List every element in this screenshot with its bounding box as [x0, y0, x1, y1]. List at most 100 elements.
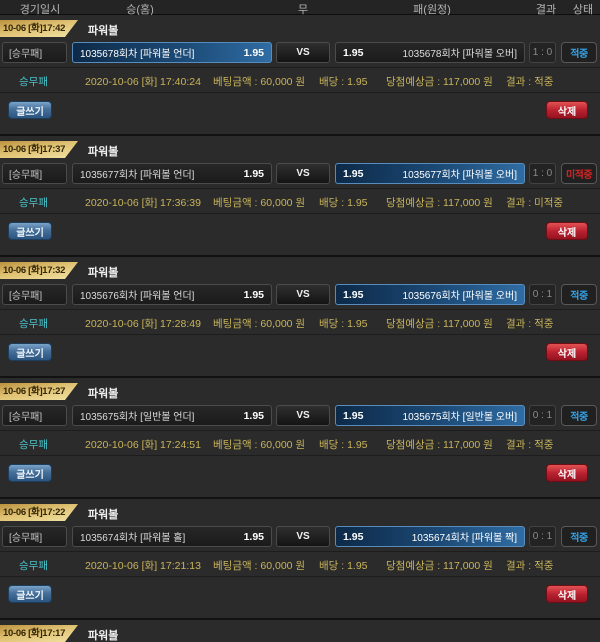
info-expected-win: 당첨예상금 : 117,000 원 — [386, 439, 493, 451]
game-name-label: 파워볼 — [88, 509, 119, 521]
bet-type-box: [승무패] — [2, 526, 67, 547]
home-team-name: 1035678회차 [파워볼 언더] — [80, 49, 195, 60]
write-post-button[interactable]: 글쓰기 — [8, 101, 52, 119]
home-team-name: 1035675회차 [일반볼 언더] — [80, 412, 195, 423]
away-team-box[interactable]: 1.95 1035677회차 [파워볼 오버] — [335, 163, 525, 184]
score-box: 0 : 1 — [529, 284, 556, 305]
bet-info-band: 승무패 2020-10-06 [화] 17:28:49 베팅금액 : 60,00… — [0, 309, 600, 335]
info-odds: 배당 : 1.95 — [319, 197, 368, 209]
home-team-box[interactable]: 1035677회차 [파워볼 언더] 1.95 — [72, 163, 272, 184]
header-col-status: 상태 — [572, 4, 594, 16]
bet-info-band: 승무패 2020-10-06 [화] 17:40:24 베팅금액 : 60,00… — [0, 67, 600, 93]
away-team-box[interactable]: 1.95 1035674회차 [파워볼 짝] — [335, 526, 525, 547]
game-name-label: 파워볼 — [88, 25, 119, 37]
info-expected-win: 당첨예상금 : 117,000 원 — [386, 560, 493, 572]
away-team-name: 1035677회차 [파워볼 오버] — [402, 170, 517, 181]
info-odds: 배당 : 1.95 — [319, 318, 368, 330]
away-team-name: 1035674회차 [파워볼 짝] — [411, 533, 517, 544]
info-expected-win: 당첨예상금 : 117,000 원 — [386, 76, 493, 88]
date-ribbon: 10-06 [화]17:27 — [0, 383, 78, 400]
score-box: 1 : 0 — [529, 42, 556, 63]
home-team-box[interactable]: 1035675회차 [일반볼 언더] 1.95 — [72, 405, 272, 426]
vs-box: VS — [276, 42, 330, 63]
info-odds: 배당 : 1.95 — [319, 560, 368, 572]
game-name-label: 파워볼 — [88, 388, 119, 400]
bet-entry: 10-06 [화]17:42 파워볼 [승무패] 1035678회차 [파워볼 … — [0, 15, 600, 136]
info-expected-win: 당첨예상금 : 117,000 원 — [386, 197, 493, 209]
score-box: 0 : 1 — [529, 526, 556, 547]
home-team-box[interactable]: 1035676회차 [파워볼 언더] 1.95 — [72, 284, 272, 305]
info-datetime: 2020-10-06 [화] 17:21:13 — [85, 560, 201, 572]
info-bet-type: 승무패 — [19, 560, 48, 572]
home-team-name: 1035677회차 [파워볼 언더] — [80, 170, 195, 181]
home-team-box[interactable]: 1035674회차 [파워볼 홀] 1.95 — [72, 526, 272, 547]
vs-box: VS — [276, 405, 330, 426]
bet-info-band: 승무패 2020-10-06 [화] 17:21:13 베팅금액 : 60,00… — [0, 551, 600, 577]
status-badge: 적중 — [561, 526, 597, 547]
match-row: [승무패] 1035676회차 [파워볼 언더] 1.95 VS 1.95 10… — [2, 284, 597, 305]
delete-button[interactable]: 삭제 — [546, 585, 588, 603]
status-badge: 적중 — [561, 284, 597, 305]
bet-type-box: [승무패] — [2, 405, 67, 426]
match-row: [승무패] 1035678회차 [파워볼 언더] 1.95 VS 1.95 10… — [2, 42, 597, 63]
date-ribbon: 10-06 [화]17:22 — [0, 504, 78, 521]
table-header: 경기일시 승(홈) 무 패(원정) 결과 상태 — [0, 0, 600, 16]
delete-button[interactable]: 삭제 — [546, 464, 588, 482]
match-row: [승무패] 1035674회차 [파워볼 홀] 1.95 VS 1.95 103… — [2, 526, 597, 547]
bet-entry: 10-06 [화]17:37 파워볼 [승무패] 1035677회차 [파워볼 … — [0, 136, 600, 257]
date-ribbon: 10-06 [화]17:37 — [0, 141, 78, 158]
header-col-datetime: 경기일시 — [19, 4, 61, 16]
info-bet-type: 승무패 — [19, 439, 48, 451]
away-odds: 1.95 — [343, 167, 364, 180]
info-result: 결과 : 적중 — [506, 318, 554, 330]
vs-box: VS — [276, 163, 330, 184]
match-row: [승무패] 1035677회차 [파워볼 언더] 1.95 VS 1.95 10… — [2, 163, 597, 184]
away-team-box[interactable]: 1.95 1035678회차 [파워볼 오버] — [335, 42, 525, 63]
home-odds: 1.95 — [243, 288, 264, 301]
bet-type-box: [승무패] — [2, 284, 67, 305]
away-odds: 1.95 — [343, 530, 364, 543]
status-badge: 미적중 — [561, 163, 597, 184]
delete-button[interactable]: 삭제 — [546, 222, 588, 240]
game-name-label: 파워볼 — [88, 146, 119, 158]
home-odds: 1.95 — [243, 167, 264, 180]
info-datetime: 2020-10-06 [화] 17:40:24 — [85, 76, 201, 88]
score-box: 0 : 1 — [529, 405, 556, 426]
write-post-button[interactable]: 글쓰기 — [8, 343, 52, 361]
date-ribbon: 10-06 [화]17:17 — [0, 625, 78, 642]
bet-entry: 10-06 [화]17:32 파워볼 [승무패] 1035676회차 [파워볼 … — [0, 257, 600, 378]
info-odds: 배당 : 1.95 — [319, 439, 368, 451]
away-odds: 1.95 — [343, 46, 364, 59]
home-team-name: 1035674회차 [파워볼 홀] — [80, 533, 186, 544]
game-name-label: 파워볼 — [88, 630, 119, 642]
away-team-name: 1035678회차 [파워볼 오버] — [402, 49, 517, 60]
write-post-button[interactable]: 글쓰기 — [8, 222, 52, 240]
info-datetime: 2020-10-06 [화] 17:36:39 — [85, 197, 201, 209]
vs-box: VS — [276, 526, 330, 547]
bet-type-box: [승무패] — [2, 163, 67, 184]
delete-button[interactable]: 삭제 — [546, 101, 588, 119]
bet-entry: 10-06 [화]17:22 파워볼 [승무패] 1035674회차 [파워볼 … — [0, 499, 600, 620]
info-result: 결과 : 적중 — [506, 76, 554, 88]
bet-info-band: 승무패 2020-10-06 [화] 17:24:51 베팅금액 : 60,00… — [0, 430, 600, 456]
bet-info-band: 승무패 2020-10-06 [화] 17:36:39 베팅금액 : 60,00… — [0, 188, 600, 214]
home-odds: 1.95 — [243, 409, 264, 422]
away-team-box[interactable]: 1.95 1035675회차 [일반볼 오버] — [335, 405, 525, 426]
home-odds: 1.95 — [243, 530, 264, 543]
game-name-label: 파워볼 — [88, 267, 119, 279]
away-team-name: 1035675회차 [일반볼 오버] — [402, 412, 517, 423]
delete-button[interactable]: 삭제 — [546, 343, 588, 361]
info-bet-type: 승무패 — [19, 318, 48, 330]
info-bet-type: 승무패 — [19, 197, 48, 209]
info-result: 결과 : 미적중 — [506, 197, 564, 209]
write-post-button[interactable]: 글쓰기 — [8, 585, 52, 603]
date-ribbon: 10-06 [화]17:42 — [0, 20, 78, 37]
bet-entry: 10-06 [화]17:27 파워볼 [승무패] 1035675회차 [일반볼 … — [0, 378, 600, 499]
home-team-box[interactable]: 1035678회차 [파워볼 언더] 1.95 — [72, 42, 272, 63]
home-team-name: 1035676회차 [파워볼 언더] — [80, 291, 195, 302]
write-post-button[interactable]: 글쓰기 — [8, 464, 52, 482]
header-col-draw: 무 — [297, 4, 309, 16]
bet-type-box: [승무패] — [2, 42, 67, 63]
away-team-box[interactable]: 1.95 1035676회차 [파워볼 오버] — [335, 284, 525, 305]
